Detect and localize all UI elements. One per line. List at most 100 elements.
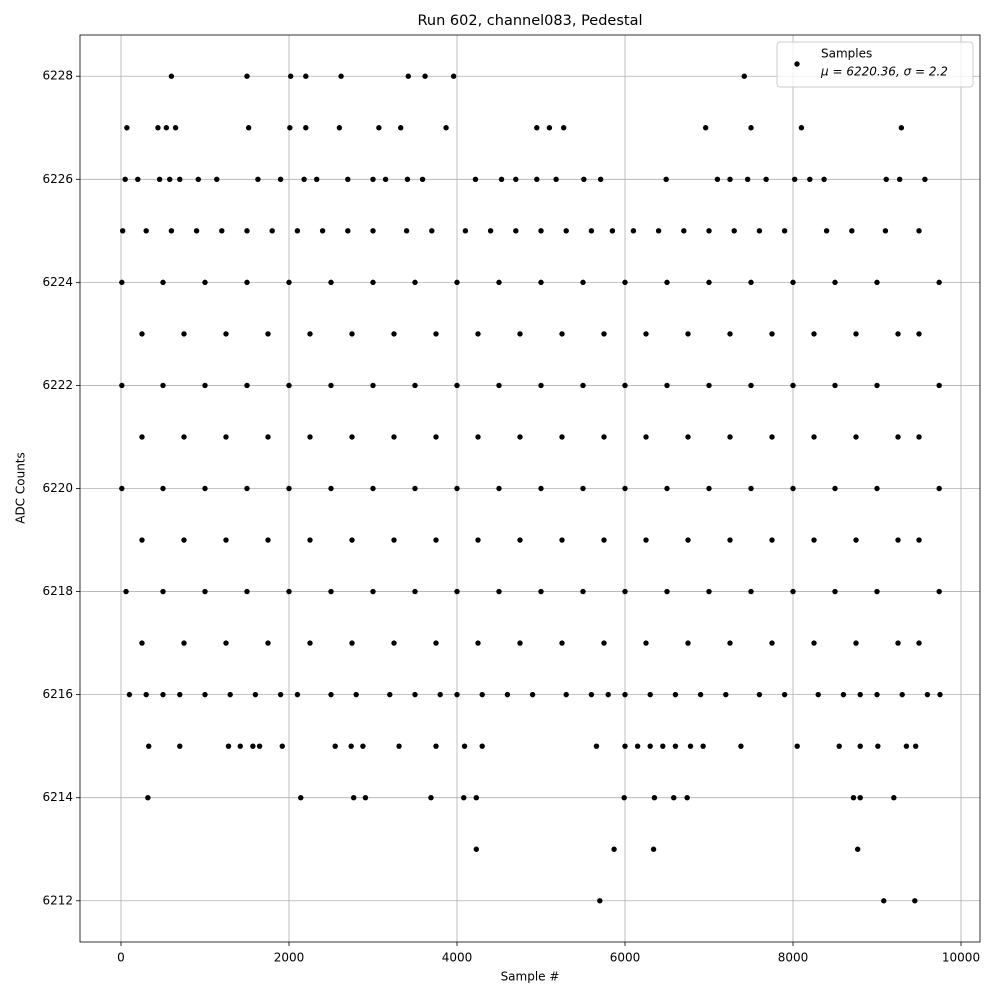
- point: [580, 279, 586, 286]
- point: [345, 176, 351, 182]
- point: [593, 743, 600, 749]
- point: [744, 176, 751, 182]
- point: [119, 485, 125, 492]
- x-axis-label: Sample #: [501, 970, 560, 984]
- point: [328, 691, 334, 698]
- point: [538, 485, 544, 492]
- point: [581, 176, 587, 182]
- point: [269, 228, 275, 234]
- point: [663, 176, 669, 182]
- point: [349, 434, 355, 440]
- point: [769, 537, 775, 543]
- point: [328, 382, 334, 389]
- point: [454, 691, 460, 698]
- point: [496, 382, 502, 389]
- point: [609, 228, 616, 234]
- point: [685, 331, 691, 337]
- x-tick-label: 2000: [274, 951, 305, 965]
- point: [195, 176, 201, 182]
- point: [706, 279, 712, 286]
- point: [412, 485, 418, 492]
- point: [177, 691, 183, 698]
- point: [433, 331, 439, 337]
- point: [286, 485, 292, 492]
- point: [391, 331, 397, 337]
- point: [370, 588, 376, 595]
- point: [376, 125, 382, 131]
- point: [605, 691, 611, 698]
- point: [874, 279, 880, 286]
- point: [769, 640, 775, 646]
- point: [672, 743, 679, 749]
- point: [475, 434, 481, 440]
- point: [791, 176, 798, 182]
- point: [706, 382, 712, 389]
- point: [307, 434, 313, 440]
- point: [443, 125, 449, 131]
- point: [454, 485, 460, 492]
- point: [875, 743, 881, 749]
- point: [924, 691, 931, 698]
- point: [881, 898, 887, 904]
- point: [790, 588, 796, 595]
- point: [611, 846, 617, 852]
- point: [538, 228, 544, 234]
- point: [580, 485, 586, 492]
- point: [874, 485, 880, 492]
- point: [244, 279, 250, 286]
- point: [647, 743, 653, 749]
- legend-marker: [794, 61, 800, 67]
- point: [588, 691, 595, 698]
- point: [895, 640, 901, 646]
- point: [244, 73, 250, 79]
- point: [857, 795, 863, 801]
- point: [811, 434, 817, 440]
- point: [277, 176, 284, 182]
- point: [748, 279, 754, 286]
- point: [143, 691, 149, 698]
- point: [370, 382, 376, 389]
- point: [857, 691, 863, 698]
- point: [513, 176, 519, 182]
- point: [936, 485, 942, 492]
- point: [706, 588, 712, 595]
- point: [727, 640, 733, 646]
- x-tick-label: 0: [117, 951, 125, 965]
- point: [124, 125, 130, 131]
- point: [349, 537, 355, 543]
- point: [895, 434, 901, 440]
- point: [597, 898, 603, 904]
- point: [139, 434, 145, 440]
- point: [294, 691, 301, 698]
- point: [244, 228, 250, 234]
- point: [685, 537, 691, 543]
- point: [348, 743, 354, 749]
- point: [437, 691, 443, 698]
- point: [601, 537, 607, 543]
- point: [487, 228, 494, 234]
- point: [255, 176, 261, 182]
- point: [349, 640, 355, 646]
- point: [287, 125, 293, 131]
- point: [181, 537, 187, 543]
- point: [664, 279, 670, 286]
- point: [622, 382, 628, 389]
- point: [298, 795, 304, 801]
- point: [647, 691, 653, 698]
- point: [454, 279, 460, 286]
- point: [748, 588, 754, 595]
- point: [815, 691, 821, 698]
- point: [345, 228, 351, 234]
- point: [899, 691, 905, 698]
- point: [252, 691, 259, 698]
- point: [287, 73, 294, 79]
- point: [781, 691, 788, 698]
- point: [821, 176, 827, 182]
- point: [563, 228, 569, 234]
- point: [621, 795, 627, 801]
- point: [643, 434, 649, 440]
- point: [404, 176, 411, 182]
- point: [655, 228, 662, 234]
- point: [496, 279, 502, 286]
